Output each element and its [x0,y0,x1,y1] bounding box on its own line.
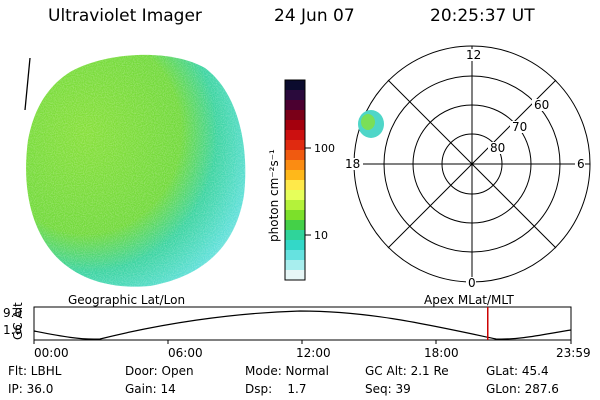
time-label: 20:25:37 UT [430,6,535,26]
colorbar-block [285,130,305,141]
colorbar-label-100: 100 [314,142,335,155]
geographic-title: Geographic Lat/Lon [68,293,186,307]
colorbar-block [285,150,305,161]
info-seq: Seq: 39 [365,382,411,396]
orbit-x-tick-1: 06:00 [168,346,203,360]
polar-label-70: 70 [512,120,527,134]
colorbar-block [285,190,305,201]
info-ip: IP: 36.0 [8,382,54,396]
colorbar-block [285,260,305,271]
info-dsp: Dsp: 1.7 [245,382,307,396]
colorbar-blocks [285,80,305,281]
orbit-axis-label: GC Alt [11,302,25,340]
colorbar-block [285,220,305,231]
colorbar-block [285,160,305,171]
info-glat: GLat: 45.4 [486,364,549,378]
colorbar-block [285,210,305,221]
colorbar-block [285,140,305,151]
orbit-altitude-curve [33,310,572,340]
colorbar-label-10: 10 [314,229,328,242]
orbit-x-tick-3: 18:00 [424,346,459,360]
polar-label-12: 12 [466,48,481,62]
colorbar-block [285,200,305,211]
colorbar-unit-label: photon cm⁻²s⁻¹ [267,149,281,242]
orbit-x-tick-0: 00:00 [34,346,69,360]
colorbar-block [285,170,305,181]
orbit-x-tick-2: 12:00 [296,346,331,360]
info-door: Door: Open [125,364,194,378]
colorbar-block [285,240,305,251]
info-glon: GLon: 287.6 [486,382,559,396]
colorbar-block [285,270,305,281]
polar-label-6: 6 [577,157,585,171]
info-gain: Gain: 14 [125,382,176,396]
colorbar-block [285,80,305,91]
polar-label-80: 80 [490,141,505,155]
colorbar-block [285,180,305,191]
colorbar-block [285,230,305,241]
colorbar-block [285,250,305,261]
polar-label-18: 18 [345,157,360,171]
info-gc-alt: GC Alt: 2.1 Re [365,364,449,378]
colorbar-frame [284,79,306,281]
info-filter: Flt: LBHL [8,364,62,378]
info-mode: Mode: Normal [245,364,329,378]
colorbar-block [285,120,305,131]
polar-label-0: 0 [468,276,476,290]
colorbar-block [285,90,305,101]
horizon-stub [24,57,31,111]
orbit-x-tick-4: 23:59 [556,346,591,360]
date-label: 24 Jun 07 [274,6,355,26]
polar-diagonal-2 [387,79,557,249]
polar-label-60: 60 [534,98,549,112]
app-title: Ultraviolet Imager [48,6,202,26]
auroral-patch-core [361,114,375,130]
orbit-y-top: 9.0 [3,306,23,320]
apex-title: Apex MLat/MLT [424,293,514,307]
colorbar-block [285,100,305,111]
orbit-frame [33,306,572,341]
orbit-y-bottom: 1.8 [3,323,23,337]
colorbar-block [285,110,305,121]
